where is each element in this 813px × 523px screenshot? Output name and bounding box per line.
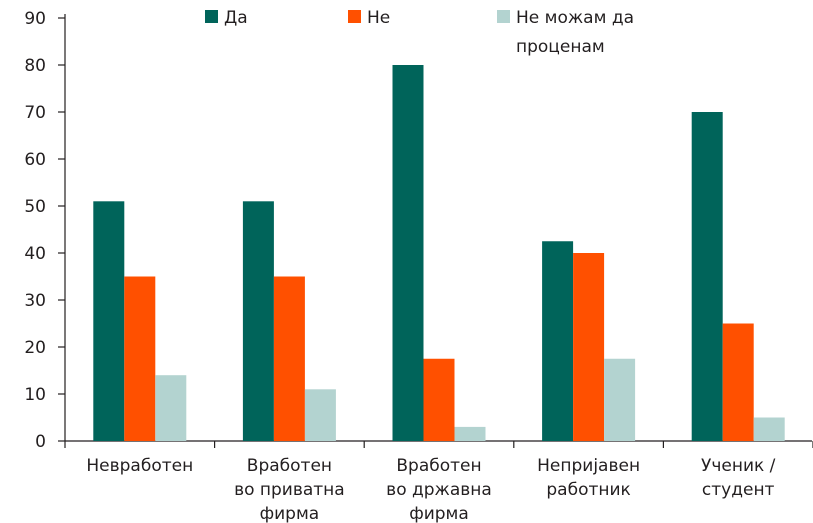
bar xyxy=(124,276,156,441)
y-tick-label: 80 xyxy=(24,56,46,76)
legend-label: Не можам да проценам xyxy=(516,8,634,57)
bar xyxy=(573,253,605,441)
bar xyxy=(392,65,424,441)
bar xyxy=(691,112,723,441)
y-tick-label: 30 xyxy=(24,291,46,311)
bar xyxy=(304,389,336,441)
bar xyxy=(753,417,785,441)
bar xyxy=(604,358,636,441)
bar xyxy=(93,201,125,441)
bar xyxy=(542,241,574,441)
y-tick-label: 50 xyxy=(24,197,46,217)
y-tick-label: 0 xyxy=(35,432,46,452)
y-tick-label: 60 xyxy=(24,150,46,170)
legend-label: Да xyxy=(224,8,248,28)
bar xyxy=(273,276,305,441)
legend-swatch xyxy=(205,10,218,23)
x-tick-label: Невработен xyxy=(86,456,193,476)
y-tick-label: 70 xyxy=(24,103,46,123)
bar xyxy=(722,323,754,441)
x-tick-label: Ученик / студент xyxy=(701,456,776,500)
y-tick-label: 20 xyxy=(24,338,46,358)
bar xyxy=(454,426,486,441)
legend-label: Не xyxy=(367,8,390,28)
x-tick-label: Вработен во приватна фирма xyxy=(234,456,345,523)
bar xyxy=(423,358,455,441)
y-tick-label: 40 xyxy=(24,244,46,264)
y-tick-label: 10 xyxy=(24,385,46,405)
legend-swatch xyxy=(348,10,361,23)
bar xyxy=(155,375,187,441)
x-tick-label: Непријавен работник xyxy=(537,456,640,500)
x-tick-label: Вработен во државна фирма xyxy=(386,456,492,523)
legend-swatch xyxy=(497,10,510,23)
bar xyxy=(242,201,274,441)
y-tick-label: 90 xyxy=(24,9,46,29)
